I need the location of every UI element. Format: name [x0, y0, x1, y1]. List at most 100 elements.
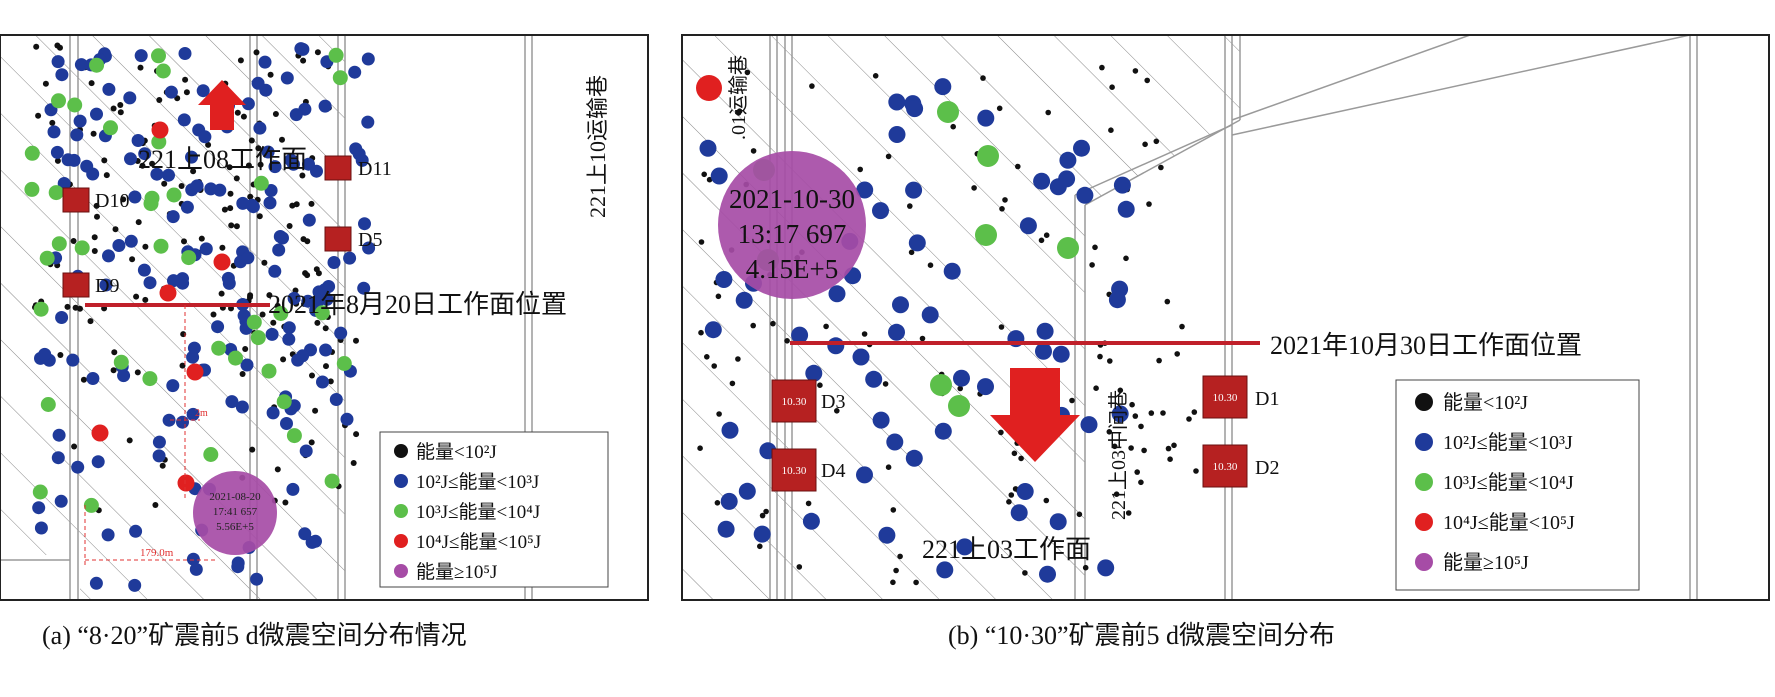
event-dot-blue [953, 369, 970, 387]
event-dot-blue [1058, 170, 1076, 188]
event-dot-black [1099, 64, 1105, 71]
event-dot-blue [286, 482, 300, 496]
panel-b-frame [681, 34, 1770, 601]
event-dot-blue [204, 182, 218, 196]
event-dot-black [907, 203, 913, 209]
event-dot-blue [236, 196, 250, 210]
panel-a: 2m 179.0m 2021-08-20 17:41 657 5.56E+5 D… [0, 34, 649, 601]
event-dot-black [1165, 445, 1172, 452]
event-dot-green [276, 394, 292, 410]
event-dot-black [784, 338, 790, 344]
roadway-label-b-mid: 221上03中间巷 [1107, 390, 1130, 520]
dim-large-label: 179.0m [140, 547, 174, 559]
event-dot-black [353, 431, 360, 438]
event-dot-black [1111, 443, 1118, 450]
event-dot-blue [123, 91, 137, 105]
event-dot-black [274, 466, 281, 473]
event-dot-black [714, 500, 721, 506]
station-label-d10: D10 [95, 190, 129, 212]
event-dot-blue [1035, 342, 1052, 360]
event-dot-blue [318, 283, 332, 297]
event-dot-blue [164, 85, 178, 99]
event-dot-black [704, 354, 710, 360]
event-dot-black [706, 176, 713, 183]
event-dot-black [286, 223, 293, 229]
event-dot-black [885, 464, 892, 471]
event-dot-blue [241, 251, 255, 265]
event-dot-black [91, 248, 98, 254]
event-dot-black [133, 293, 140, 300]
station-box-d5 [324, 226, 352, 252]
event-dot-green [151, 48, 166, 64]
big-event-time-b: 13:17 697 [738, 219, 847, 249]
event-dot-black [919, 335, 926, 342]
event-dot-blue [74, 58, 88, 72]
event-dot-green [250, 330, 266, 346]
event-dot-black [350, 460, 357, 466]
event-dot-green [336, 356, 352, 371]
event-dot-black [282, 499, 289, 506]
event-dot-blue [272, 243, 286, 257]
event-dot-black [1108, 127, 1114, 133]
event-dot-green [151, 134, 167, 150]
event-dot-blue [327, 256, 341, 269]
event-dot-black [57, 44, 63, 51]
event-dot-black [142, 243, 149, 250]
event-dot-black [139, 162, 146, 169]
event-dot-blue [1073, 139, 1090, 157]
event-dot-blue [90, 107, 103, 121]
event-dot-blue [134, 49, 148, 63]
event-dot-black [698, 329, 704, 336]
event-dot-black [240, 113, 247, 120]
event-dot-black [1156, 357, 1162, 364]
event-dot-blue [185, 150, 198, 164]
event-dot-blue [828, 285, 846, 303]
event-dot-black [54, 157, 61, 164]
event-dot-blue [355, 153, 369, 167]
event-dot-black [35, 112, 42, 119]
event-dot-black [257, 161, 264, 168]
event-dot-blue [1108, 291, 1126, 309]
station-box-d1 [1202, 375, 1248, 419]
event-dot-black [221, 206, 228, 213]
event-dot-black [1011, 450, 1018, 457]
event-dot-blue [294, 42, 308, 56]
event-dot-black [233, 223, 240, 230]
event-dot-blue [240, 358, 254, 372]
event-dot-green [332, 70, 348, 86]
event-dot-blue [908, 234, 926, 252]
legend-b-item-0: 能量<10²J [1443, 391, 1528, 414]
event-dot-blue [166, 210, 180, 224]
event-dot-black [872, 73, 879, 79]
event-dot-black [137, 64, 144, 71]
event-dot-black [759, 512, 766, 519]
event-dot-blue [131, 134, 145, 147]
event-dot-black [33, 43, 40, 50]
event-dot-black [312, 407, 319, 414]
event-dot-blue [225, 395, 239, 409]
legend-a-item-4: 能量≥10⁵J [416, 561, 497, 583]
event-dot-black [247, 193, 254, 200]
event-dot-blue [211, 320, 225, 334]
event-dot-black [1123, 255, 1129, 262]
event-dot-black [314, 319, 321, 326]
event-dot-green [211, 340, 227, 356]
event-dot-green [937, 101, 959, 123]
event-dot-blue [112, 239, 126, 252]
event-dot-black [998, 324, 1005, 330]
event-dot-black [1043, 232, 1050, 238]
caption-a: (a) “8·20”矿震前5 d微震空间分布情况 [42, 621, 467, 650]
panel-a-frame [0, 34, 649, 601]
event-dot-green [930, 374, 952, 396]
event-dot-blue [872, 411, 890, 429]
event-dot-black [697, 445, 703, 452]
event-dot-black [129, 256, 136, 263]
event-dot-black [1006, 499, 1012, 505]
event-dot-green [228, 350, 243, 366]
caption-b: (b) “10·30”矿震前5 d微震空间分布 [948, 621, 1336, 650]
event-dot-blue [301, 294, 315, 308]
event-dot-blue [921, 306, 939, 324]
event-dot-blue [1059, 151, 1077, 169]
event-dot-black [299, 172, 306, 179]
event-dot-black [159, 462, 166, 469]
